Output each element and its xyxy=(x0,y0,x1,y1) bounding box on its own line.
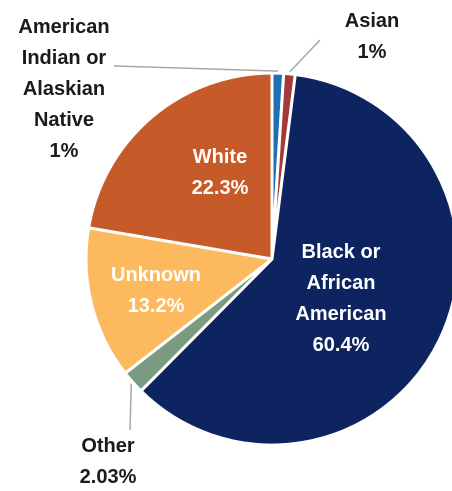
slice-name-label-american-indian-or-alaskian-native: Native xyxy=(34,109,94,131)
slice-name-label-black-or-african-american: Black or xyxy=(302,241,381,263)
leader-line-other xyxy=(129,383,133,431)
slice-value-label-white: 22.3% xyxy=(192,177,249,199)
pie-slice-black-or-african-american xyxy=(139,72,452,447)
slice-name-label-black-or-african-american: African xyxy=(307,272,376,294)
slice-name-label-black-or-african-american: American xyxy=(295,303,386,325)
slice-name-label-unknown: Unknown xyxy=(111,264,201,286)
slice-label-other: Other 2.03% xyxy=(80,435,137,488)
slice-name-label-other: Other xyxy=(81,435,135,457)
slice-value-label-american-indian-or-alaskian-native: 1% xyxy=(50,140,79,162)
leader-line-american-indian-or-alaskian-native xyxy=(113,65,278,72)
slice-labels: American Indian or Alaskian Native 1% Asian 1%… xyxy=(18,10,399,488)
leader-line-asian xyxy=(289,39,321,73)
pie-slice-white xyxy=(87,71,274,261)
slice-name-label-american-indian-or-alaskian-native: American xyxy=(18,16,109,38)
slice-label-unknown: Unknown 13.2% xyxy=(111,264,201,317)
slice-value-label-unknown: 13.2% xyxy=(128,295,185,317)
slice-label-black-or-african-american: Black or African American 60.4% xyxy=(295,241,386,356)
slice-name-label-american-indian-or-alaskian-native: Alaskian xyxy=(23,78,105,100)
slice-label-asian: Asian 1% xyxy=(345,10,399,63)
slice-name-label-white: White xyxy=(193,146,247,168)
slice-name-label-american-indian-or-alaskian-native: Indian or xyxy=(22,47,107,69)
leader-lines xyxy=(113,39,321,431)
slice-label-white: White 22.3% xyxy=(192,146,249,199)
pie-slices xyxy=(84,71,452,447)
slice-label-american-indian-or-alaskian-native: American Indian or Alaskian Native 1% xyxy=(18,16,109,162)
slice-name-label-asian: Asian xyxy=(345,10,399,32)
pie-slice-unknown xyxy=(84,226,274,375)
slice-value-label-black-or-african-american: 60.4% xyxy=(313,334,370,356)
slice-value-label-asian: 1% xyxy=(358,41,387,63)
slice-value-label-other: 2.03% xyxy=(80,466,137,488)
